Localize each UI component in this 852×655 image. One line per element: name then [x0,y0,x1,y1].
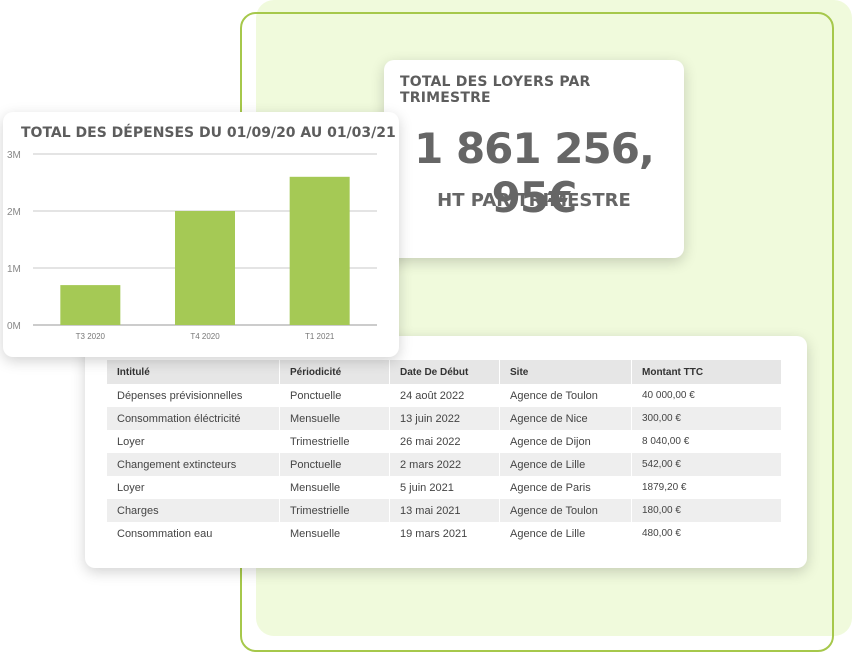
cell-montant: 300,00 € [631,407,781,430]
cell-date: 19 mars 2021 [389,522,500,545]
cell-date: 24 août 2022 [389,384,500,407]
y-tick-label: 3M [7,150,21,161]
cell-montant: 542,00 € [631,453,781,476]
cell-montant: 480,00 € [631,522,781,545]
loyers-card: TOTAL DES LOYERS PAR TRIMESTRE 1 861 256… [384,60,684,258]
table-row[interactable]: Dépenses prévisionnelles Ponctuelle 24 a… [107,384,781,407]
cell-date: 5 juin 2021 [389,476,500,499]
x-tick-label: T3 2020 [76,332,106,341]
expenses-table-card: Intitulé Périodicité Date De Début Site … [85,336,807,568]
cell-intitule: Loyer [117,481,145,494]
col-header-site[interactable]: Site [499,360,632,384]
col-header-intitule[interactable]: Intitulé [107,360,280,384]
cell-date: 26 mai 2022 [389,430,500,453]
cell-date: 13 juin 2022 [389,407,500,430]
loyers-amount: 1 861 256, 95€ [414,124,655,222]
cell-periodicite: Mensuelle [279,476,390,499]
table-row[interactable]: Loyer Mensuelle 5 juin 2021 Agence de Pa… [107,476,781,499]
cell-site: Agence de Lille [499,453,632,476]
cell-intitule: Changement extincteurs [107,453,280,476]
depenses-bar-chart: 3M 2M 1M 0M T3 2020 T4 2020 T1 2021 [7,150,377,341]
table-row[interactable]: Changement extincteurs Ponctuelle 2 mars… [107,453,781,476]
cell-intitule: Charges [107,499,280,522]
cell-periodicite: Trimestrielle [279,430,390,453]
chart-title: TOTAL DES DÉPENSES DU 01/09/20 AU 01/03/… [21,125,396,141]
bar [60,285,121,325]
col-header-montant[interactable]: Montant TTC [631,360,781,384]
y-tick-label: 1M [7,264,21,275]
bar [289,176,350,325]
loyers-subtitle: HT PAR TRIMESTRE [437,190,631,211]
cell-site: Agence de Toulon [499,499,632,522]
table-row[interactable]: Consommation eau Mensuelle 19 mars 2021 … [107,522,781,545]
x-tick-label: T4 2020 [190,332,220,341]
cell-site: Agence de Nice [499,407,632,430]
col-header-periodicite[interactable]: Périodicité [279,360,390,384]
cell-date: 2 mars 2022 [389,453,500,476]
table-row[interactable]: Charges Trimestrielle 13 mai 2021 Agence… [107,499,781,522]
cell-periodicite: Trimestrielle [279,499,390,522]
cell-periodicite: Ponctuelle [279,384,390,407]
cell-site: Agence de Toulon [499,384,632,407]
expenses-table: Intitulé Périodicité Date De Début Site … [107,360,781,545]
cell-montant: 180,00 € [631,499,781,522]
cell-intitule: Consommation éléctricité [107,407,280,430]
cell-montant: 40 000,00 € [631,384,781,407]
depenses-chart-card: TOTAL DES DÉPENSES DU 01/09/20 AU 01/03/… [3,112,399,357]
table-row[interactable]: Loyer Trimestrielle 26 mai 2022 Agence d… [107,430,781,453]
x-tick-label: T1 2021 [305,332,335,341]
cell-date: 13 mai 2021 [389,499,500,522]
cell-montant: 8 040,00 € [631,430,781,453]
cell-montant: 1879,20 € [631,476,781,499]
cell-intitule: Consommation eau [117,527,213,540]
cell-site: Agence de Dijon [499,430,632,453]
cell-periodicite: Mensuelle [279,407,390,430]
cell-site: Agence de Lille [499,522,632,545]
col-header-date[interactable]: Date De Début [389,360,500,384]
cell-periodicite: Ponctuelle [279,453,390,476]
bar [175,211,235,325]
cell-intitule: Dépenses prévisionnelles [117,389,243,402]
loyers-title: TOTAL DES LOYERS PAR TRIMESTRE [400,74,591,106]
y-tick-label: 2M [7,207,21,218]
y-tick-label: 0M [7,321,21,332]
cell-site: Agence de Paris [499,476,632,499]
cell-intitule: Loyer [117,435,145,448]
table-header-row: Intitulé Périodicité Date De Début Site … [107,360,781,384]
cell-periodicite: Mensuelle [279,522,390,545]
table-row[interactable]: Consommation éléctricité Mensuelle 13 ju… [107,407,781,430]
